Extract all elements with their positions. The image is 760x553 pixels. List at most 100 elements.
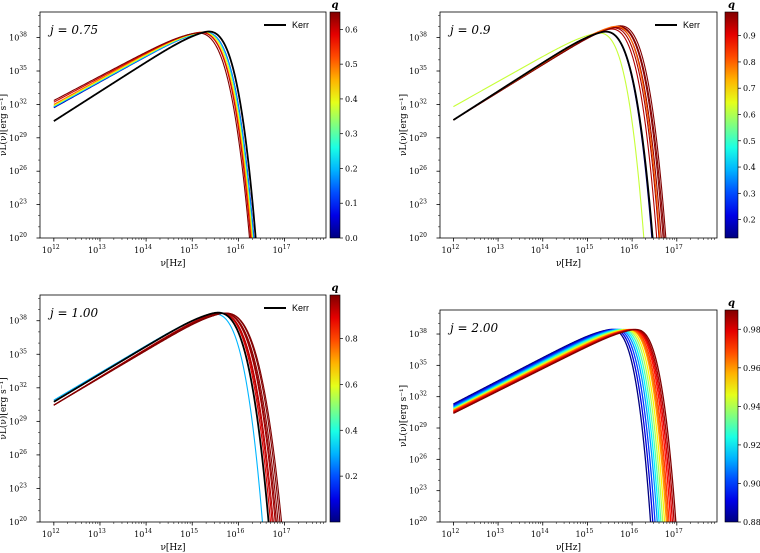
x-tick-label: 1012 xyxy=(42,528,60,539)
y-tick-label: 1026 xyxy=(409,165,427,176)
series-line-q-0.965 xyxy=(453,328,669,522)
colorbar-tick-label: 0.4 xyxy=(345,95,358,104)
colorbar-tick-label: 0.5 xyxy=(743,137,756,146)
colorbar-tick-label: 0.6 xyxy=(743,110,756,119)
axes-frame xyxy=(39,11,327,239)
series-line-q-0.95 xyxy=(453,28,658,238)
colorbar-tick-label: 0.6 xyxy=(345,380,358,389)
colorbar-title: q xyxy=(332,0,339,11)
y-tick-label: 1023 xyxy=(9,199,27,210)
panel-bottom-right: 1012 1013 1014 1015 1016 1017 1020 1023 1026 1029… xyxy=(398,298,760,553)
x-tick-label: 1017 xyxy=(273,244,291,255)
series-line-q-0.99 xyxy=(53,312,283,522)
y-tick-label: 1038 xyxy=(409,328,427,339)
y-tick-label: 1038 xyxy=(9,32,27,43)
y-tick-label: 1032 xyxy=(9,382,27,393)
x-axis-label: ν[Hz] xyxy=(556,259,581,269)
x-tick-label: 1013 xyxy=(88,528,106,539)
axes-frame xyxy=(439,11,718,239)
legend-kerr-label: Kerr xyxy=(292,20,309,30)
colorbar-tick-label: 0.2 xyxy=(345,472,358,481)
spin-annotation: j = 2.00 xyxy=(447,321,498,335)
series-line-q-0.975 xyxy=(453,328,672,522)
series-line-q-0.6 xyxy=(53,31,252,238)
y-tick-label: 1038 xyxy=(409,32,427,43)
colorbar xyxy=(724,11,739,239)
x-tick-label: 1017 xyxy=(273,528,291,539)
y-tick-label: 1035 xyxy=(409,359,427,370)
colorbar-tick-label: 0.4 xyxy=(345,426,358,435)
y-axis-label: νL(ν)[erg s⁻¹] xyxy=(0,377,9,439)
y-tick-label: 1026 xyxy=(9,165,27,176)
y-tick-label: 1023 xyxy=(409,199,427,210)
spin-annotation: j = 0.9 xyxy=(447,23,491,37)
x-tick-label: 1017 xyxy=(665,528,683,539)
x-tick-label: 1014 xyxy=(531,528,549,539)
colorbar-tick-label: 0.8 xyxy=(345,335,358,344)
colorbar xyxy=(724,309,739,523)
colorbar-tick-label: 0.88 xyxy=(743,518,760,527)
series-group xyxy=(453,328,677,522)
colorbar-tick-label: 0.2 xyxy=(743,216,756,225)
x-tick-label: 1014 xyxy=(134,244,152,255)
y-tick-label: 1035 xyxy=(9,65,27,76)
x-tick-label: 1015 xyxy=(576,244,594,255)
axes-frame xyxy=(39,294,327,523)
x-tick-label: 1016 xyxy=(226,528,244,539)
colorbar-tick-label: 0.3 xyxy=(345,130,358,139)
x-tick-label: 1012 xyxy=(441,244,459,255)
y-tick-label: 1035 xyxy=(9,348,27,359)
colorbar-tick-label: 0.96 xyxy=(743,364,760,373)
y-tick-label: 1029 xyxy=(9,132,27,143)
colorbar-title: q xyxy=(728,298,735,309)
series-line-q-0.8 xyxy=(453,25,661,238)
y-tick-label: 1020 xyxy=(9,232,27,243)
y-axis-label: νL(ν)[erg s⁻¹] xyxy=(398,385,409,447)
series-line-q-0.96 xyxy=(453,27,660,238)
x-tick-label: 1016 xyxy=(620,244,638,255)
series-line-q-0.94 xyxy=(453,328,664,522)
kerr-line xyxy=(452,30,654,238)
series-group xyxy=(53,311,283,522)
x-tick-label: 1016 xyxy=(226,244,244,255)
y-tick-label: 1029 xyxy=(9,415,27,426)
series-line-q-0.3 xyxy=(53,313,263,522)
spin-annotation: j = 0.75 xyxy=(47,23,98,37)
y-tick-label: 1020 xyxy=(9,516,27,527)
x-tick-label: 1013 xyxy=(486,244,504,255)
legend-kerr-label: Kerr xyxy=(683,20,700,30)
x-tick-label: 1017 xyxy=(665,244,683,255)
y-tick-label: 1032 xyxy=(9,98,27,109)
x-tick-label: 1015 xyxy=(180,528,198,539)
colorbar xyxy=(329,11,341,239)
series-line-q-0.99 xyxy=(453,328,677,522)
y-tick-label: 1026 xyxy=(9,449,27,460)
series-line-q-0.4 xyxy=(53,31,253,238)
x-tick-label: 1016 xyxy=(620,528,638,539)
y-axis-label: νL(ν)[erg s⁻¹] xyxy=(0,94,9,156)
series-line-q-0.15 xyxy=(453,31,653,238)
colorbar-tick-label: 0.3 xyxy=(743,189,756,198)
panel-top-right: 1012 1013 1014 1015 1016 1017 1020 1023 1026 1029… xyxy=(398,0,756,269)
colorbar-tick-label: 0.5 xyxy=(345,60,358,69)
y-tick-label: 1038 xyxy=(9,315,27,326)
x-tick-label: 1012 xyxy=(42,244,60,255)
colorbar-tick-label: 0.98 xyxy=(743,325,760,334)
kerr-line xyxy=(53,311,270,522)
series-line-q-0.97 xyxy=(453,26,662,238)
colorbar-title: q xyxy=(728,0,735,11)
y-tick-label: 1026 xyxy=(409,453,427,464)
y-tick-label: 1023 xyxy=(9,482,27,493)
series-line-q-0.65 xyxy=(53,32,251,238)
x-tick-label: 1012 xyxy=(441,528,459,539)
y-tick-label: 1029 xyxy=(409,422,427,433)
panel-bottom-left: 1012 1013 1014 1015 1016 1017 1020 1023 1026 1029… xyxy=(0,283,358,553)
x-tick-label: 1015 xyxy=(180,244,198,255)
series-line-q-0.94 xyxy=(53,312,274,522)
x-tick-label: 1013 xyxy=(88,244,106,255)
y-tick-label: 1020 xyxy=(409,232,427,243)
colorbar-tick-label: 0.0 xyxy=(345,234,358,243)
colorbar-tick-label: 0.94 xyxy=(743,402,760,411)
y-tick-label: 1032 xyxy=(409,391,427,402)
